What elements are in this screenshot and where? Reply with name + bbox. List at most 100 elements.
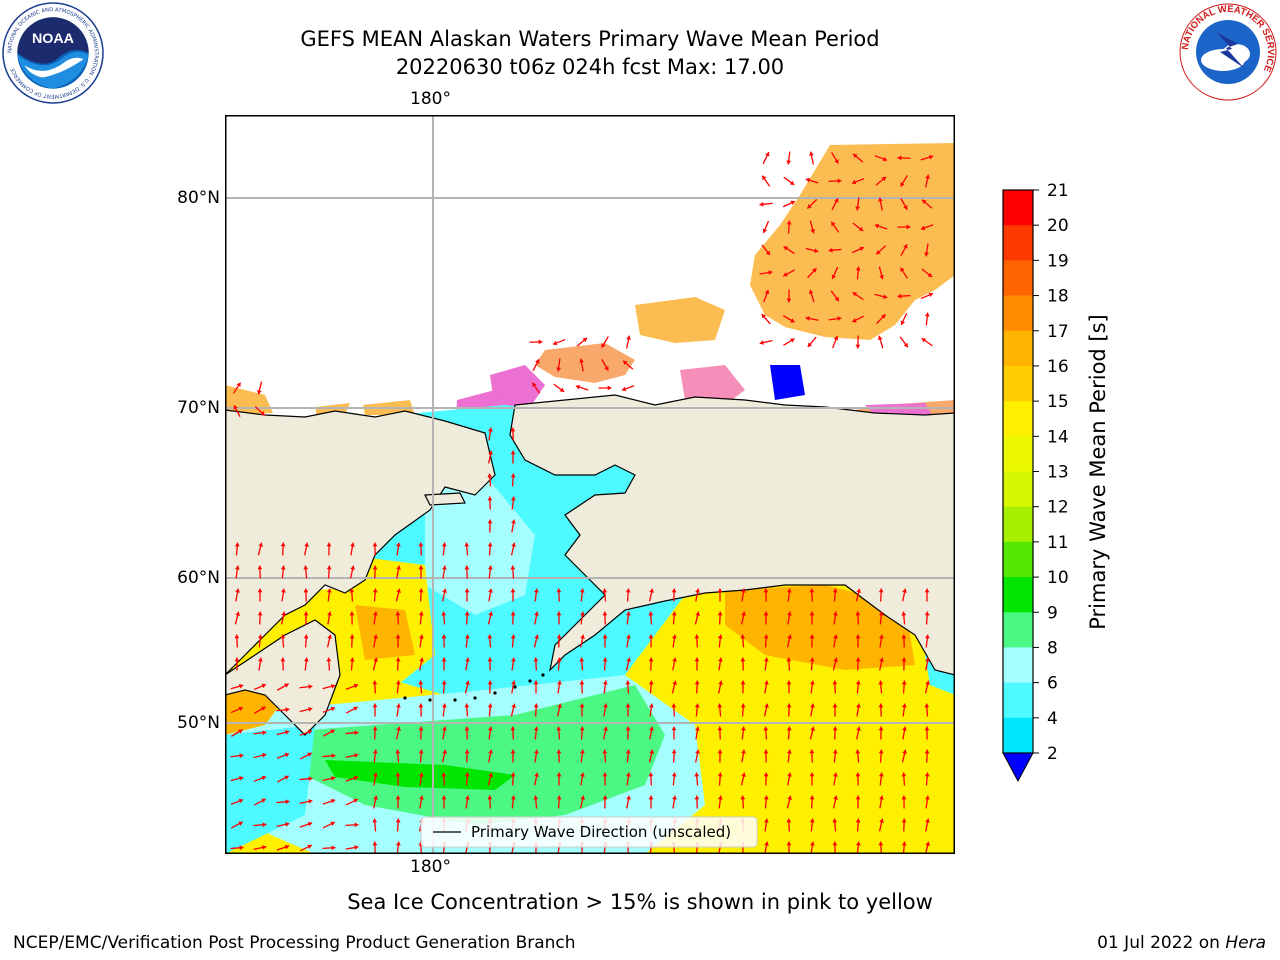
wave-arrow-head bbox=[372, 726, 378, 731]
wave-arrow-head bbox=[349, 611, 355, 616]
wave-arrow-head bbox=[786, 160, 792, 165]
wave-arrow-head bbox=[625, 749, 631, 754]
wave-arrow-head bbox=[717, 611, 723, 616]
wave-arrow-head bbox=[924, 312, 930, 317]
wave-arrow-head bbox=[764, 680, 769, 685]
wave-arrow-head bbox=[303, 611, 309, 616]
wave-arrow-head bbox=[488, 772, 493, 777]
wave-arrow-head bbox=[855, 680, 861, 685]
wave-arrow-head bbox=[510, 749, 516, 754]
colorbar-tick-label: 21 bbox=[1047, 181, 1069, 201]
wave-arrow-head bbox=[441, 703, 447, 708]
wave-arrow-head bbox=[580, 611, 585, 616]
wave-arrow-head bbox=[809, 818, 815, 823]
wave-arrow-head bbox=[419, 634, 424, 639]
colorbar-cell bbox=[1003, 471, 1033, 508]
wave-arrow-head bbox=[418, 726, 424, 731]
wave-arrow-head bbox=[538, 339, 543, 345]
wave-arrow-head bbox=[625, 680, 631, 685]
wave-arrow-head bbox=[441, 542, 447, 547]
wave-arrow-head bbox=[418, 680, 424, 685]
wave-arrow-head bbox=[487, 473, 493, 478]
wave-arrow-head bbox=[671, 726, 677, 731]
wave-arrow-head bbox=[878, 680, 884, 685]
wave-arrow-head bbox=[602, 795, 608, 800]
wave-arrow-head bbox=[625, 726, 631, 731]
wave-arrow-head bbox=[464, 703, 470, 708]
wave-arrow-head bbox=[510, 772, 516, 777]
wave-arrow-head bbox=[395, 542, 401, 547]
wave-arrow-head bbox=[671, 703, 677, 708]
wave-arrow-head bbox=[464, 795, 470, 800]
wave-arrow-head bbox=[855, 795, 861, 800]
wave-arrow-head bbox=[672, 657, 677, 662]
wave-arrow-head bbox=[832, 680, 838, 685]
wave-arrow-head bbox=[901, 680, 907, 685]
wave-arrow-head bbox=[464, 772, 470, 777]
wave-arrow-head bbox=[284, 775, 289, 780]
wave-arrow-head bbox=[921, 338, 927, 343]
wave-arrow-head bbox=[396, 703, 401, 708]
wave-arrow-head bbox=[763, 818, 769, 823]
legend-label: Primary Wave Direction (unscaled) bbox=[471, 823, 731, 841]
wave-arrow-head bbox=[786, 703, 792, 708]
wave-arrow-head bbox=[354, 822, 359, 828]
wave-arrow-head bbox=[465, 680, 470, 685]
wave-arrow-head bbox=[303, 634, 309, 639]
wave-arrow-head bbox=[533, 657, 539, 662]
wave-arrow-head bbox=[373, 772, 378, 777]
colorbar-cell bbox=[1003, 717, 1033, 754]
wave-arrow-head bbox=[556, 772, 562, 777]
wave-arrow-head bbox=[534, 611, 539, 616]
wave-arrow-head bbox=[258, 657, 263, 662]
wave-arrow-head bbox=[834, 296, 839, 302]
wave-arrow-head bbox=[330, 798, 336, 804]
wave-arrow-head bbox=[604, 366, 609, 371]
wave-arrow-head bbox=[901, 772, 907, 777]
wave-arrow-head bbox=[856, 726, 861, 731]
wave-arrow-head bbox=[924, 588, 930, 593]
colorbar-cell bbox=[1003, 612, 1033, 648]
wave-arrow-head bbox=[510, 634, 516, 639]
wave-arrow-head bbox=[603, 726, 608, 731]
wave-arrow-head bbox=[695, 726, 700, 731]
wave-arrow-head bbox=[764, 289, 770, 295]
wave-arrow-head bbox=[533, 726, 539, 731]
wave-arrow-head bbox=[764, 841, 769, 846]
wave-arrow-head bbox=[879, 795, 884, 800]
wave-arrow-head bbox=[928, 292, 933, 298]
wave-arrow-head bbox=[694, 657, 700, 662]
wave-arrow-head bbox=[789, 180, 795, 185]
wave-arrow-head bbox=[395, 841, 401, 846]
wave-arrow-head bbox=[395, 657, 401, 662]
wave-arrow-head bbox=[833, 795, 838, 800]
wave-arrow-head bbox=[353, 775, 359, 781]
wave-arrow-head bbox=[308, 799, 313, 804]
wave-arrow-head bbox=[233, 405, 238, 410]
wave-arrow-head bbox=[372, 818, 378, 823]
lat-label-70: 70°N bbox=[177, 398, 220, 418]
wave-arrow-head bbox=[372, 542, 378, 547]
wave-arrow-head bbox=[487, 657, 493, 662]
wave-arrow-head bbox=[395, 749, 401, 754]
wave-arrow-head bbox=[510, 473, 516, 478]
wave-arrow-head bbox=[354, 730, 359, 736]
wave-arrow-head bbox=[787, 772, 792, 777]
wave-arrow-head bbox=[395, 611, 401, 616]
wave-arrow-head bbox=[307, 752, 312, 757]
wave-arrow-head bbox=[353, 706, 358, 711]
wave-arrow-head bbox=[331, 684, 336, 689]
wave-arrow-head bbox=[786, 588, 792, 593]
wave-arrow-head bbox=[488, 588, 493, 593]
map-frame bbox=[225, 115, 955, 854]
wave-arrow-head bbox=[809, 611, 815, 616]
wave-arrow-head bbox=[441, 611, 447, 616]
wave-arrow-head bbox=[740, 703, 746, 708]
wave-arrow-head bbox=[510, 450, 516, 455]
wave-arrow-head bbox=[579, 588, 585, 593]
wave-arrow-head bbox=[671, 772, 677, 777]
wave-arrow-head bbox=[261, 798, 266, 803]
wave-arrow-head bbox=[837, 316, 842, 322]
wave-arrow-head bbox=[487, 542, 493, 547]
wave-arrow-head bbox=[694, 680, 700, 685]
